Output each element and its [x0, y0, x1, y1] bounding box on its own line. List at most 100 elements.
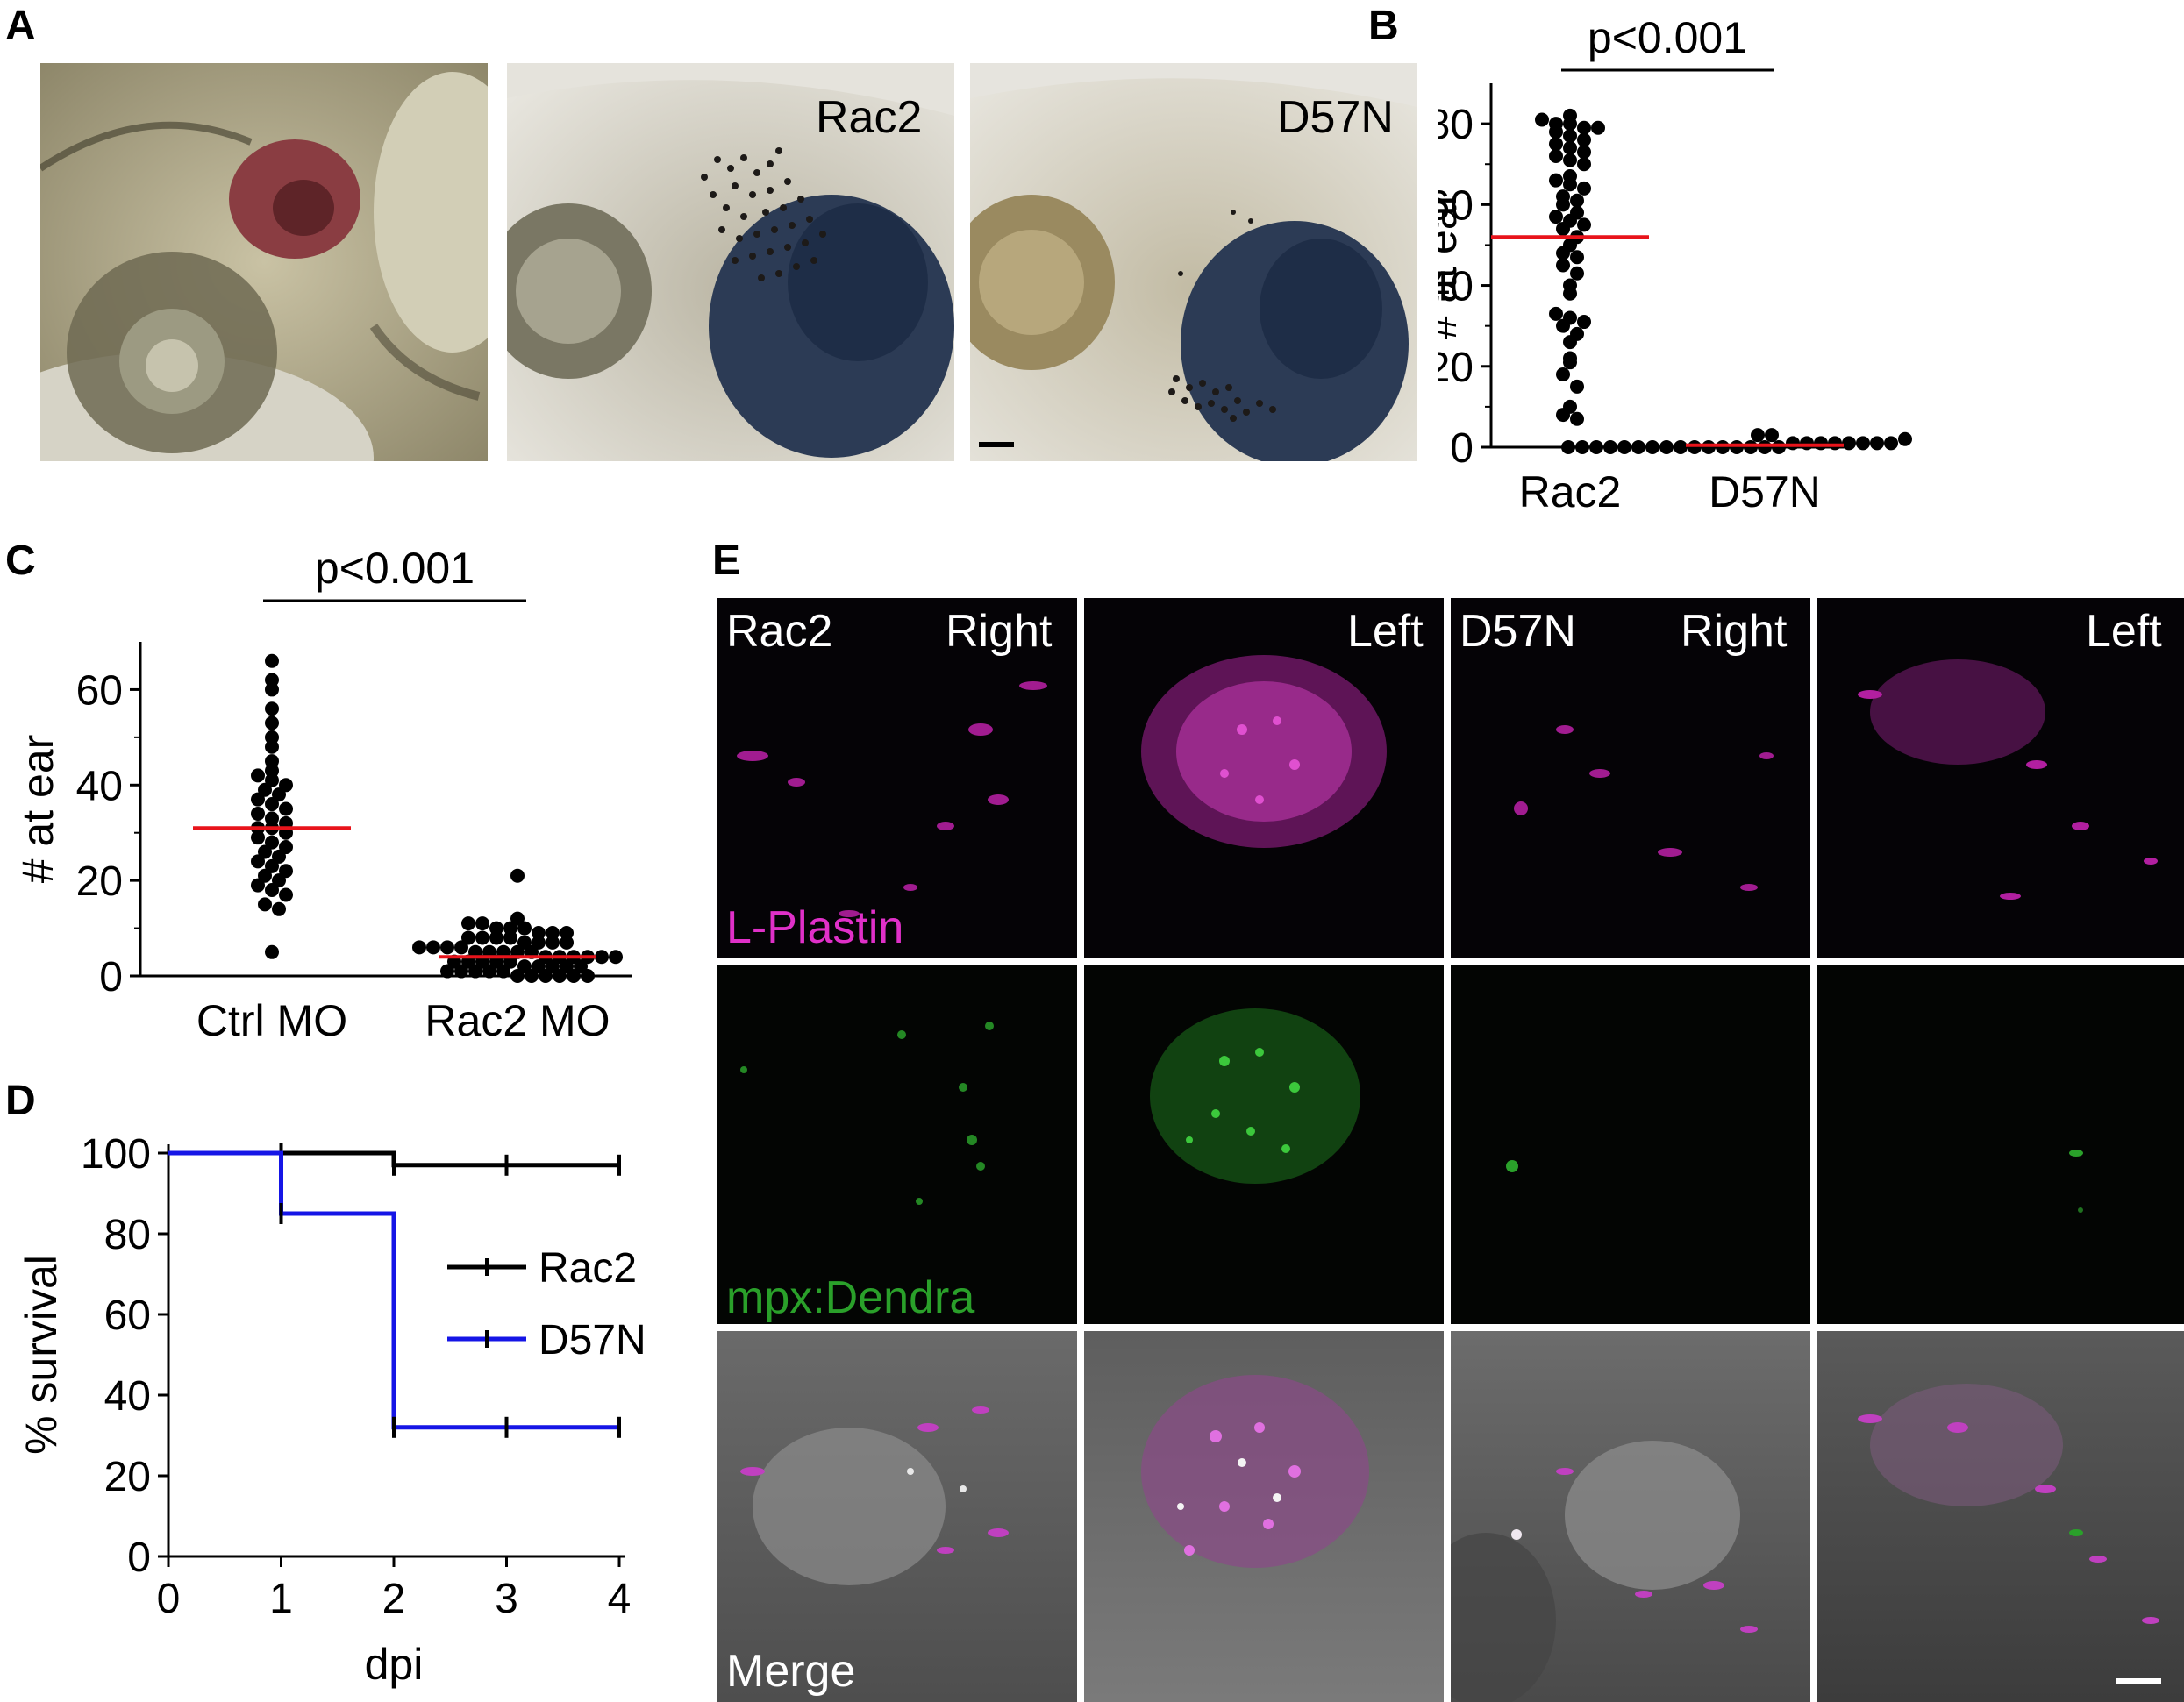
data-point	[510, 868, 525, 883]
y-axis-label: # at ear	[13, 735, 62, 884]
data-point	[1556, 318, 1570, 333]
x-category-label: Rac2	[1519, 467, 1622, 516]
data-point	[1556, 367, 1570, 381]
data-point	[1786, 436, 1800, 451]
data-point	[454, 964, 468, 979]
p-value-annotation: p<0.001	[1588, 13, 1747, 62]
data-point	[482, 964, 496, 979]
panel-a-image-3	[970, 63, 1417, 461]
e-label-d57n: D57N	[1460, 606, 1576, 657]
y-axis-label: # at ear	[1438, 191, 1466, 340]
data-point	[517, 921, 532, 936]
macrophage-cluster	[701, 147, 826, 281]
data-point	[1603, 440, 1617, 454]
data-point	[1730, 440, 1744, 454]
macrophage-blood	[1168, 210, 1276, 422]
data-point	[454, 940, 468, 955]
data-point	[251, 854, 265, 869]
e-r3-c1	[717, 1331, 1077, 1702]
panel-letter-a: A	[5, 3, 36, 49]
data-point	[1556, 246, 1570, 260]
data-point	[265, 701, 279, 716]
x-tick-label: 2	[382, 1576, 406, 1622]
legend-label: Rac2	[539, 1245, 637, 1292]
y-tick-label: 0	[99, 954, 123, 1001]
data-point	[265, 682, 279, 697]
panel-a-label-rac2: Rac2	[816, 92, 923, 143]
y-tick-label: 60	[104, 1293, 151, 1339]
data-point	[525, 969, 539, 983]
y-tick-label: 40	[104, 1373, 151, 1420]
data-point	[1870, 436, 1884, 451]
data-point	[539, 969, 553, 983]
panel-letter-b: B	[1368, 3, 1399, 49]
data-point	[1556, 408, 1570, 423]
data-point	[265, 716, 279, 730]
data-point	[265, 883, 279, 898]
data-point	[581, 969, 595, 983]
data-point	[553, 969, 567, 983]
e-stain-mpx-dendra: mpx:Dendra	[726, 1272, 975, 1323]
e-r1-c1	[717, 598, 1077, 958]
y-tick-label: 80	[104, 1212, 151, 1258]
x-category-label: Ctrl MO	[196, 996, 347, 1045]
data-point	[1751, 428, 1765, 443]
x-category-label: Rac2 MO	[425, 996, 610, 1045]
e-label-right-1: Right	[946, 606, 1053, 657]
data-point	[475, 916, 489, 931]
e-label-left-2: Left	[2086, 606, 2162, 657]
data-point	[1563, 335, 1577, 350]
data-point	[1549, 210, 1563, 224]
data-point	[1563, 128, 1577, 143]
data-point	[1577, 145, 1591, 160]
data-point	[272, 901, 286, 916]
x-category-label: D57N	[1709, 467, 1821, 516]
data-point	[1577, 120, 1591, 135]
data-point	[1577, 181, 1591, 196]
panel-a-image-2	[507, 63, 954, 461]
e-r2-c1	[717, 965, 1077, 1324]
data-point	[1556, 197, 1570, 212]
e-r1-c2	[1084, 598, 1444, 958]
data-point	[265, 797, 279, 812]
data-point	[1716, 440, 1730, 454]
y-tick-label: 20	[76, 858, 123, 905]
data-point	[1570, 193, 1584, 208]
data-point	[1563, 355, 1577, 370]
chart-panel-c: 0 20 40 60 # at ear Ctrl MO Rac2 MO p<0.001	[13, 544, 632, 1045]
data-point	[1645, 440, 1659, 454]
y-tick-label: 40	[1438, 264, 1474, 310]
x-tick-label: 4	[608, 1576, 632, 1622]
x-tick-label: 1	[269, 1576, 293, 1622]
data-point	[1561, 440, 1575, 454]
data-point	[1549, 173, 1563, 188]
data-point	[1842, 436, 1856, 451]
y-tick-label: 40	[76, 763, 123, 809]
data-point	[503, 930, 517, 945]
e-label-left-1: Left	[1347, 606, 1424, 657]
d57n-fish-image	[970, 63, 1417, 461]
data-point	[595, 950, 609, 965]
data-point	[461, 916, 475, 931]
data-point	[1828, 436, 1842, 451]
data-point	[251, 768, 265, 783]
data-point	[1765, 428, 1779, 443]
data-point	[475, 930, 489, 945]
panel-letter-c: C	[5, 538, 36, 584]
scale-bar	[2116, 1678, 2161, 1684]
y-tick-label: 80	[1438, 102, 1474, 148]
data-point	[251, 792, 265, 807]
e-stain-lplastin: L-Plastin	[726, 902, 904, 953]
data-point	[265, 944, 279, 959]
data-point	[510, 969, 525, 983]
data-point	[1563, 286, 1577, 301]
data-point	[426, 940, 440, 955]
data-point	[1549, 125, 1563, 139]
data-point	[1800, 436, 1814, 451]
data-point	[1563, 177, 1577, 192]
rac2-fish-image	[507, 63, 954, 461]
data-point	[1549, 149, 1563, 163]
panel-a-label-d57n: D57N	[1277, 92, 1394, 143]
y-tick-label: 0	[127, 1535, 151, 1581]
data-point	[1570, 250, 1584, 265]
